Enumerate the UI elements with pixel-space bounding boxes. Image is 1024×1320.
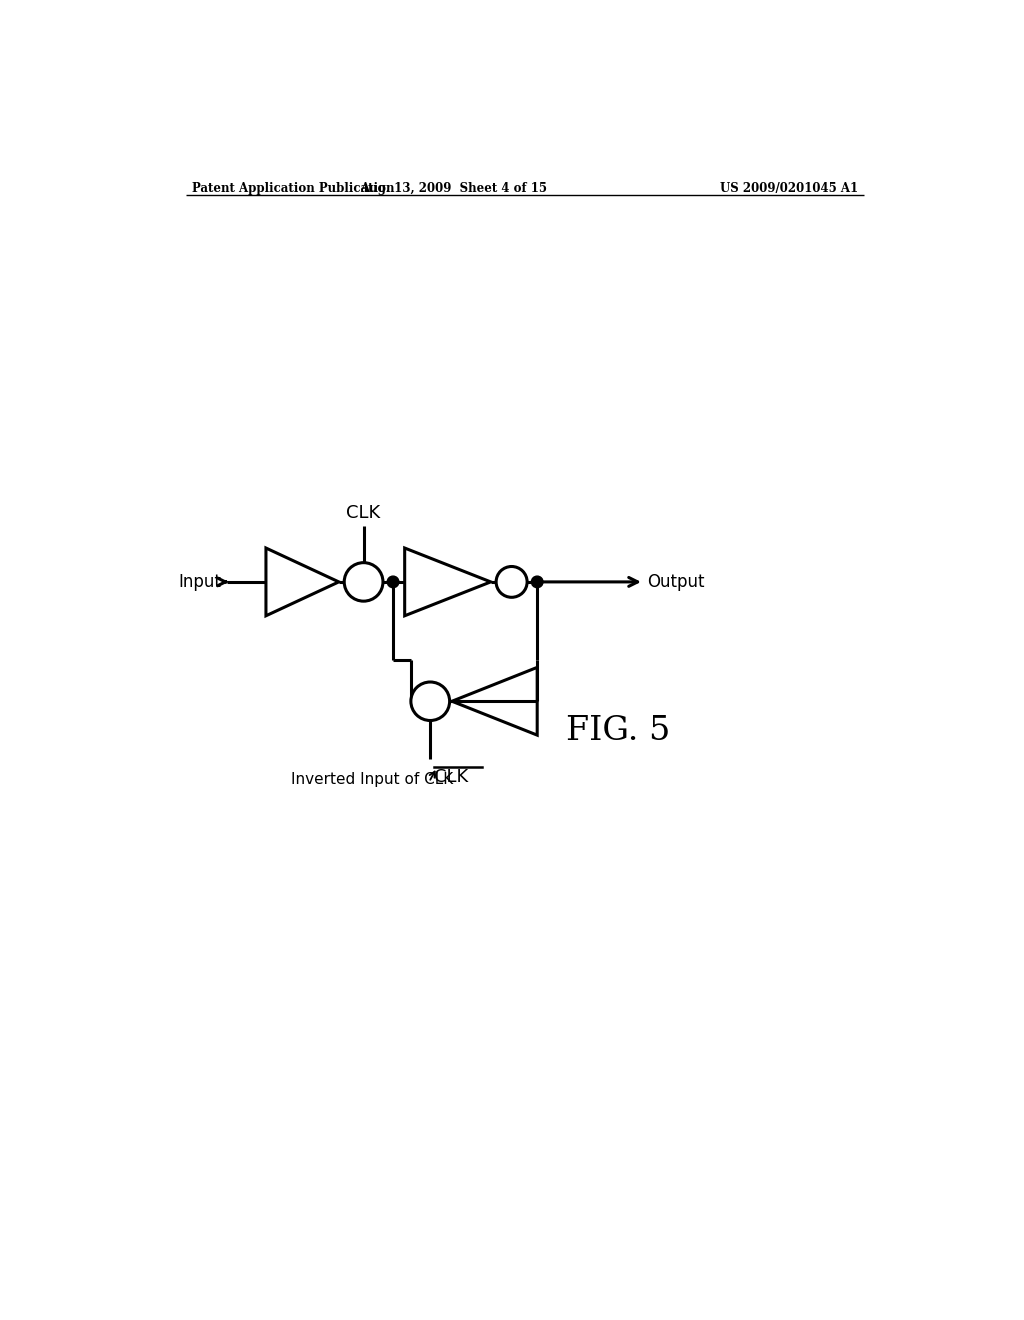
Text: Aug. 13, 2009  Sheet 4 of 15: Aug. 13, 2009 Sheet 4 of 15 xyxy=(360,182,547,194)
Circle shape xyxy=(344,562,383,601)
Text: Patent Application Publication: Patent Application Publication xyxy=(191,182,394,194)
Circle shape xyxy=(496,566,527,597)
Text: FIG. 5: FIG. 5 xyxy=(566,715,671,747)
Text: Output: Output xyxy=(647,573,705,591)
Text: CLK: CLK xyxy=(434,768,468,787)
Text: Inverted Input of CLK: Inverted Input of CLK xyxy=(291,772,453,787)
Text: Input: Input xyxy=(178,573,221,591)
Circle shape xyxy=(387,576,399,587)
Text: US 2009/0201045 A1: US 2009/0201045 A1 xyxy=(720,182,858,194)
Circle shape xyxy=(411,682,450,721)
Circle shape xyxy=(531,576,543,587)
Text: CLK: CLK xyxy=(346,504,381,521)
